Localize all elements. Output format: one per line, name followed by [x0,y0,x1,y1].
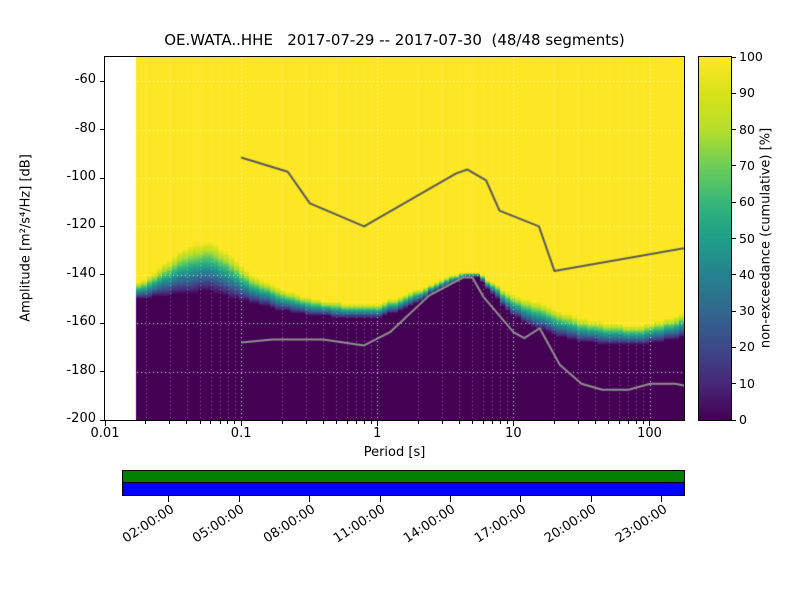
time-tick-mark [168,496,170,502]
x-tick-mark [376,421,378,426]
y-tick-label: -100 [66,169,96,184]
colorbar-tick-mark [732,56,736,58]
y-tick-mark [100,80,105,82]
colorbar-tick-mark [732,346,736,348]
x-tick-mark [512,421,514,426]
x-minor-tick-mark [491,421,493,424]
plot-title: OE.WATA..HHE 2017-07-29 -- 2017-07-30 (4… [164,31,625,49]
y-tick-label: -60 [74,72,96,88]
colorbar-tick-label: 80 [739,121,755,137]
colorbar-tick-label: 20 [739,339,755,355]
x-minor-tick-mark [553,421,555,424]
y-tick-mark [100,419,105,421]
colorbar-tick-mark [732,310,736,312]
x-minor-tick-mark [642,421,644,424]
y-tick-label: -200 [66,411,96,426]
colorbar-tick-mark [732,383,736,385]
colorbar-tick-mark [732,274,736,276]
time-tick-mark [449,496,451,502]
colorbar-tick-label: 30 [739,303,755,319]
x-minor-tick-mark [577,421,579,424]
y-tick-mark [100,177,105,179]
x-minor-tick-mark [417,421,419,424]
time-tick-mark [590,496,592,502]
y-tick-label: -80 [74,120,96,136]
x-minor-tick-mark [499,421,501,424]
colorbar-tick-label: 0 [739,412,747,427]
colorbar-tick-mark [732,129,736,131]
y-tick-mark [100,274,105,276]
y-axis-label: Amplitude [m²/s⁴/Hz] [dB] [18,154,34,322]
coverage-bar-data [122,482,685,496]
y-tick-mark [100,129,105,131]
x-tick-mark [240,421,242,426]
time-tick-mark [238,496,240,502]
y-tick-label: -160 [66,314,96,330]
colorbar-tick-label: 10 [739,375,755,391]
x-minor-tick-mark [627,421,629,424]
x-minor-tick-mark [458,421,460,424]
time-tick-mark [520,496,522,502]
x-minor-tick-mark [355,421,357,424]
x-minor-tick-mark [234,421,236,424]
x-minor-tick-mark [370,421,372,424]
colorbar-tick-label: 70 [739,157,755,173]
x-minor-tick-mark [281,421,283,424]
x-minor-tick-mark [346,421,348,424]
time-tick-mark [379,496,381,502]
x-minor-tick-mark [335,421,337,424]
x-minor-tick-mark [219,421,221,424]
colorbar-tick-mark [732,201,736,203]
x-minor-tick-mark [635,421,637,424]
colorbar-tick-mark [732,165,736,167]
colorbar-tick-label: 100 [739,49,763,64]
x-minor-tick-mark [210,421,212,424]
y-tick-label: -120 [66,217,96,233]
y-tick-label: -140 [66,265,96,281]
y-tick-mark [100,371,105,373]
x-axis-label: Period [s] [363,445,426,460]
x-minor-tick-mark [322,421,324,424]
colorbar-tick-label: 60 [739,194,755,210]
x-minor-tick-mark [506,421,508,424]
x-tick-mark [649,421,651,426]
x-tick-label: 10 [505,426,522,441]
x-minor-tick-mark [305,421,307,424]
ppsd-heatmap-canvas [105,57,684,420]
time-tick-mark [309,496,311,502]
x-minor-tick-mark [199,421,201,424]
colorbar-tick-label: 90 [739,85,755,101]
x-minor-tick-mark [618,421,620,424]
x-tick-label: 1 [373,426,382,441]
x-minor-tick-mark [471,421,473,424]
time-tick-mark [661,496,663,502]
y-tick-label: -180 [66,362,96,378]
y-tick-mark [100,225,105,227]
time-tick-label: 02:00:00 [119,502,178,547]
x-minor-tick-mark [594,421,596,424]
y-tick-mark [100,322,105,324]
colorbar-tick-mark [732,238,736,239]
x-minor-tick-mark [169,421,171,424]
x-minor-tick-mark [608,421,610,424]
x-tick-label: 0.1 [230,426,252,441]
x-minor-tick-mark [227,421,229,424]
x-tick-label: 0.01 [90,426,120,441]
colorbar-tick-mark [732,92,736,94]
colorbar-canvas [699,57,731,420]
colorbar-tick-label: 40 [739,266,755,282]
x-minor-tick-mark [186,421,188,424]
x-minor-tick-mark [145,421,147,424]
colorbar-tick-mark [732,419,736,421]
x-minor-tick-mark [482,421,484,424]
x-minor-tick-mark [363,421,365,424]
x-tick-label: 100 [637,426,662,441]
colorbar-tick-label: 50 [739,230,755,246]
x-minor-tick-mark [441,421,443,424]
x-tick-mark [104,421,106,426]
